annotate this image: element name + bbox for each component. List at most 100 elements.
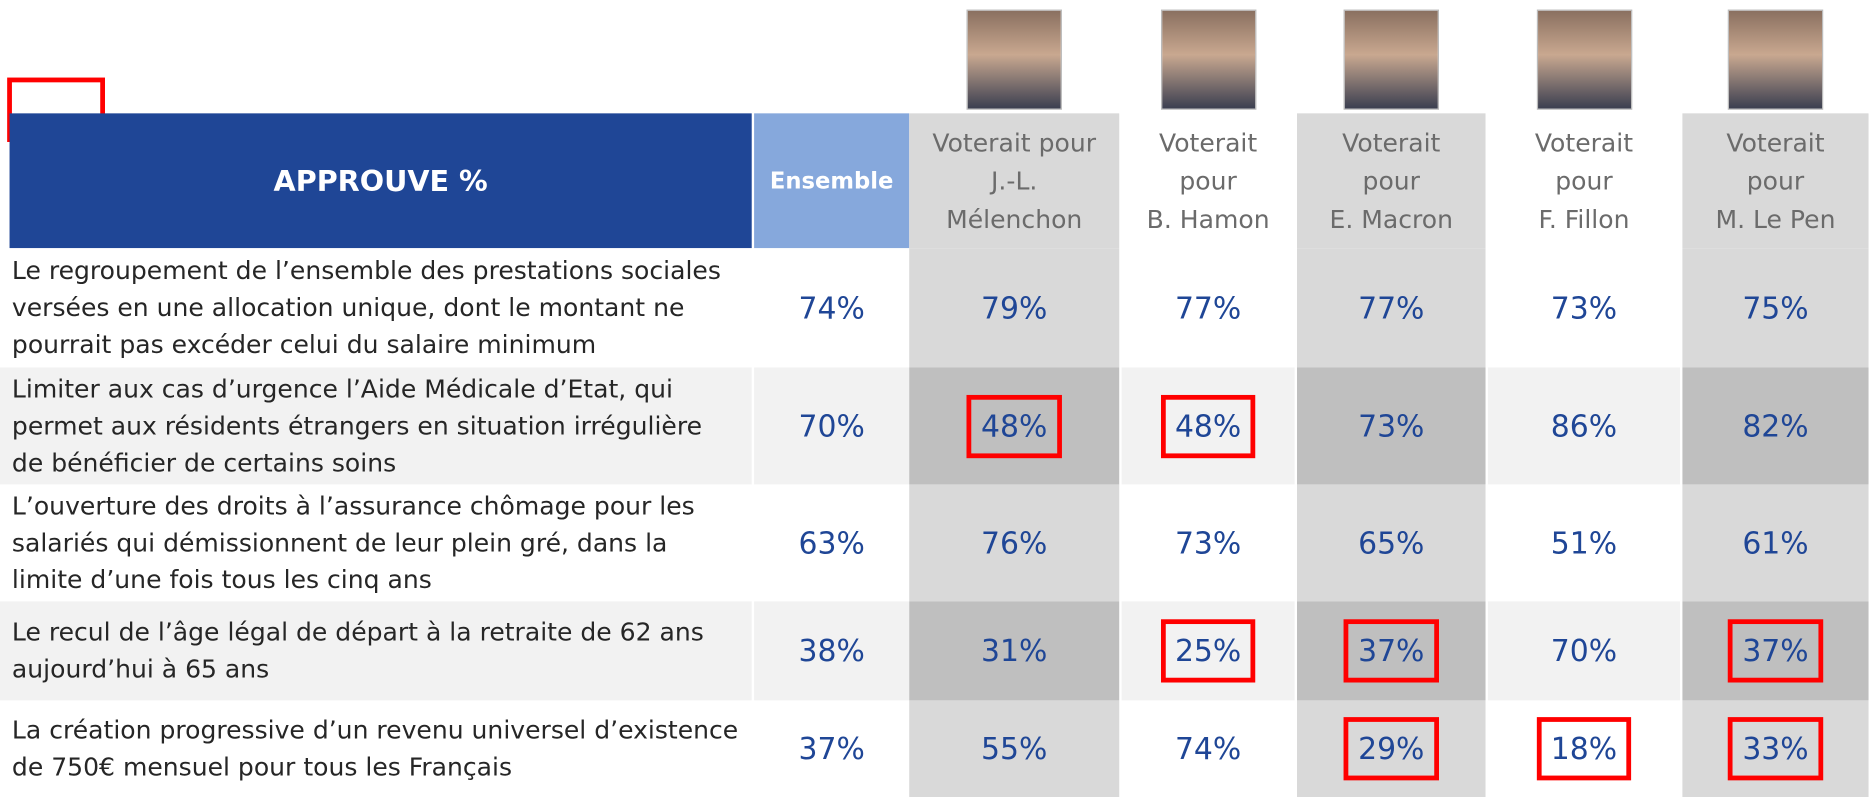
value-cell: 55% (909, 700, 1120, 797)
column-header: Voterait pour F. Fillon (1487, 113, 1681, 249)
value-cell: 73% (1487, 248, 1681, 368)
row-label-line: versées en une allocation unique, dont l… (11, 292, 685, 322)
value-cell: 51% (1487, 484, 1681, 602)
value: 37% (1727, 619, 1823, 683)
row-label-line: Le regroupement de l’ensemble des presta… (11, 255, 721, 285)
column-header-line: B. Hamon (1146, 204, 1270, 234)
row-label: L’ouverture des droits à l’assurance chô… (0, 484, 752, 602)
row-label-line: de 750€ mensuel pour tous les Français (11, 752, 513, 781)
column-header-line: Voterait (1159, 128, 1258, 157)
candidate-photo (966, 9, 1062, 110)
row-label-line: salariés qui démissionnent de leur plein… (11, 527, 668, 557)
column-header-line: pour (1362, 166, 1420, 196)
value: 73% (1358, 408, 1425, 444)
column-header-line: pour (1555, 166, 1613, 196)
column-header-line: Voterait (1342, 128, 1441, 157)
value-cell: 76% (909, 484, 1120, 602)
value-cell: 82% (1682, 367, 1869, 485)
value-cell: 70% (754, 367, 910, 485)
candidate-photo (1536, 9, 1632, 110)
column-header-line: M. Le Pen (1715, 204, 1836, 234)
value-cell: 77% (1297, 248, 1486, 368)
value: 79% (981, 290, 1048, 326)
column-header-line: Voterait (1534, 128, 1634, 157)
value: 51% (1550, 525, 1618, 561)
value-cell: 79% (909, 248, 1120, 368)
value-cell: 61% (1682, 484, 1869, 602)
value: 70% (1550, 633, 1618, 669)
value-cell: 70% (1487, 601, 1681, 701)
column-header-line: pour (1746, 166, 1805, 196)
value-cell: 37% (1682, 601, 1869, 701)
row-label-line: L’ouverture des droits à l’assurance chô… (11, 491, 695, 520)
value-cell: 74% (754, 248, 910, 368)
value-cell: 74% (1121, 700, 1295, 797)
column-header: Voterait pour M. Le Pen (1682, 113, 1869, 249)
row-label-line: aujourd’hui à 65 ans (11, 654, 270, 684)
value-cell: 33% (1682, 700, 1869, 797)
row-label: Le recul de l’âge légal de départ à la r… (0, 601, 752, 701)
value-cell: 65% (1297, 484, 1486, 602)
value-cell: 25% (1121, 601, 1295, 701)
header-title-cell: APPROUVE % (9, 113, 752, 249)
row-label-line: La création progressive d’un revenu univ… (11, 715, 739, 744)
candidate-photo (1343, 9, 1439, 110)
value: 29% (1343, 717, 1439, 781)
column-header: Voterait pour E. Macron (1297, 113, 1486, 249)
column-header: Ensemble (754, 113, 910, 249)
value: 37% (1343, 619, 1439, 683)
value-cell: 29% (1297, 700, 1486, 797)
row-label-line: Le recul de l’âge légal de départ à la r… (11, 617, 704, 647)
value-cell: 18% (1487, 700, 1681, 797)
value-cell: 77% (1121, 248, 1295, 368)
value: 73% (1550, 290, 1618, 326)
value: 31% (981, 633, 1048, 669)
value: 48% (966, 394, 1062, 458)
value: 33% (1727, 717, 1823, 781)
value: 70% (798, 408, 865, 444)
row-label-line: Limiter aux cas d’urgence l’Aide Médical… (11, 374, 673, 403)
column-header-line: Ensemble (769, 167, 894, 194)
column-header-line: Voterait pour (932, 128, 1097, 157)
value-cell: 73% (1297, 367, 1486, 485)
value: 38% (798, 633, 865, 669)
value-cell: 73% (1121, 484, 1295, 602)
value: 37% (798, 731, 865, 767)
header-title: APPROUVE % (273, 164, 488, 198)
value: 77% (1358, 290, 1425, 326)
value-cell: 86% (1487, 367, 1681, 485)
value: 75% (1742, 290, 1809, 326)
column-header-line: E. Macron (1329, 204, 1454, 234)
value: 77% (1174, 290, 1242, 326)
value: 48% (1160, 394, 1256, 458)
row-label-line: de bénéficier de certains soins (11, 448, 397, 477)
value: 65% (1358, 525, 1425, 561)
column-header: Voterait pour B. Hamon (1121, 113, 1295, 249)
value: 55% (981, 731, 1048, 767)
value: 86% (1550, 408, 1618, 444)
candidate-photo (1160, 9, 1256, 110)
value-cell: 63% (754, 484, 910, 602)
column-header-line: J.-L. (991, 166, 1038, 196)
row-label-line: limite d’une fois tous les cinq ans (11, 564, 432, 594)
value-cell: 38% (754, 601, 910, 701)
value-cell: 31% (909, 601, 1120, 701)
value: 18% (1536, 717, 1632, 781)
column-header-line: Voterait (1726, 128, 1825, 157)
value: 63% (798, 525, 865, 561)
column-header-line: Mélenchon (946, 204, 1083, 234)
value-cell: 37% (1297, 601, 1486, 701)
column-header-line: pour (1179, 166, 1237, 196)
value: 82% (1742, 408, 1809, 444)
value: 25% (1160, 619, 1256, 683)
value: 73% (1174, 525, 1242, 561)
value-cell: 37% (754, 700, 910, 797)
candidate-photo (1727, 9, 1824, 110)
column-header: Voterait pour J.-L. Mélenchon (909, 113, 1120, 249)
row-label-line: permet aux résidents étrangers en situat… (11, 411, 703, 440)
row-label: Limiter aux cas d’urgence l’Aide Médical… (0, 367, 752, 485)
value: 61% (1742, 525, 1809, 561)
value: 74% (1174, 731, 1242, 767)
